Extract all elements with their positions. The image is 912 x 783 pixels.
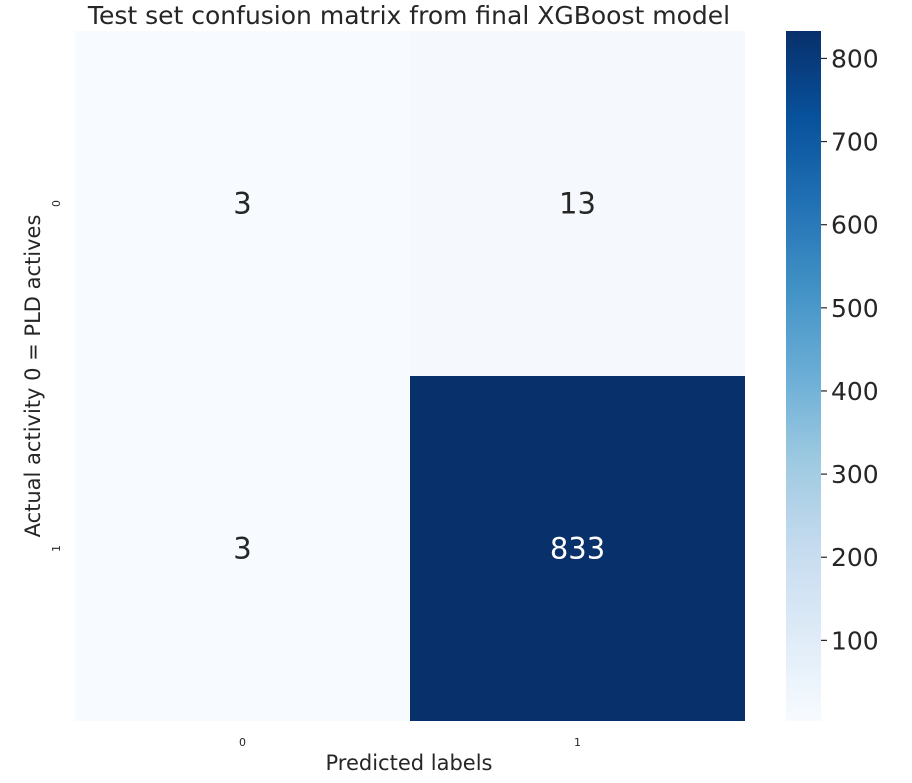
colorbar xyxy=(786,31,821,721)
y-tick-label: 1 xyxy=(50,545,63,552)
y-tick-label: 0 xyxy=(50,200,63,207)
colorbar-tick-label: 100 xyxy=(831,626,879,655)
colorbar-tick-label: 800 xyxy=(831,44,879,73)
colorbar-tick-label: 400 xyxy=(831,377,879,406)
colorbar-tick-label: 600 xyxy=(831,211,879,240)
heatmap-cells xyxy=(75,31,745,721)
heatmap-cell xyxy=(410,31,745,376)
x-axis-label: Predicted labels xyxy=(326,751,493,775)
x-tick-label: 0 xyxy=(239,736,246,749)
heatmap-cell xyxy=(75,31,410,376)
colorbar-tick-label: 700 xyxy=(831,128,879,157)
colorbar-ticks: 100 200 300 400 500 600 700 800 xyxy=(821,44,879,655)
heatmap-cell-labels: 3 13 3 833 xyxy=(233,187,605,566)
cell-value-label: 3 xyxy=(233,532,251,566)
colorbar-tick-label: 300 xyxy=(831,460,879,489)
y-tick-labels: 01 xyxy=(50,200,63,552)
colorbar-tick-label: 200 xyxy=(831,543,879,572)
cell-value-label: 833 xyxy=(550,532,605,566)
cell-value-label: 3 xyxy=(233,187,251,221)
y-axis-label: Actual activity 0 = PLD actives xyxy=(21,215,45,538)
colorbar-tick-label: 500 xyxy=(831,294,879,323)
cell-value-label: 13 xyxy=(559,187,596,221)
x-tick-label: 1 xyxy=(574,736,581,749)
heatmap-cell xyxy=(75,376,410,721)
chart-title: Test set confusion matrix from final XGB… xyxy=(87,1,730,30)
heatmap-cell xyxy=(410,376,745,721)
